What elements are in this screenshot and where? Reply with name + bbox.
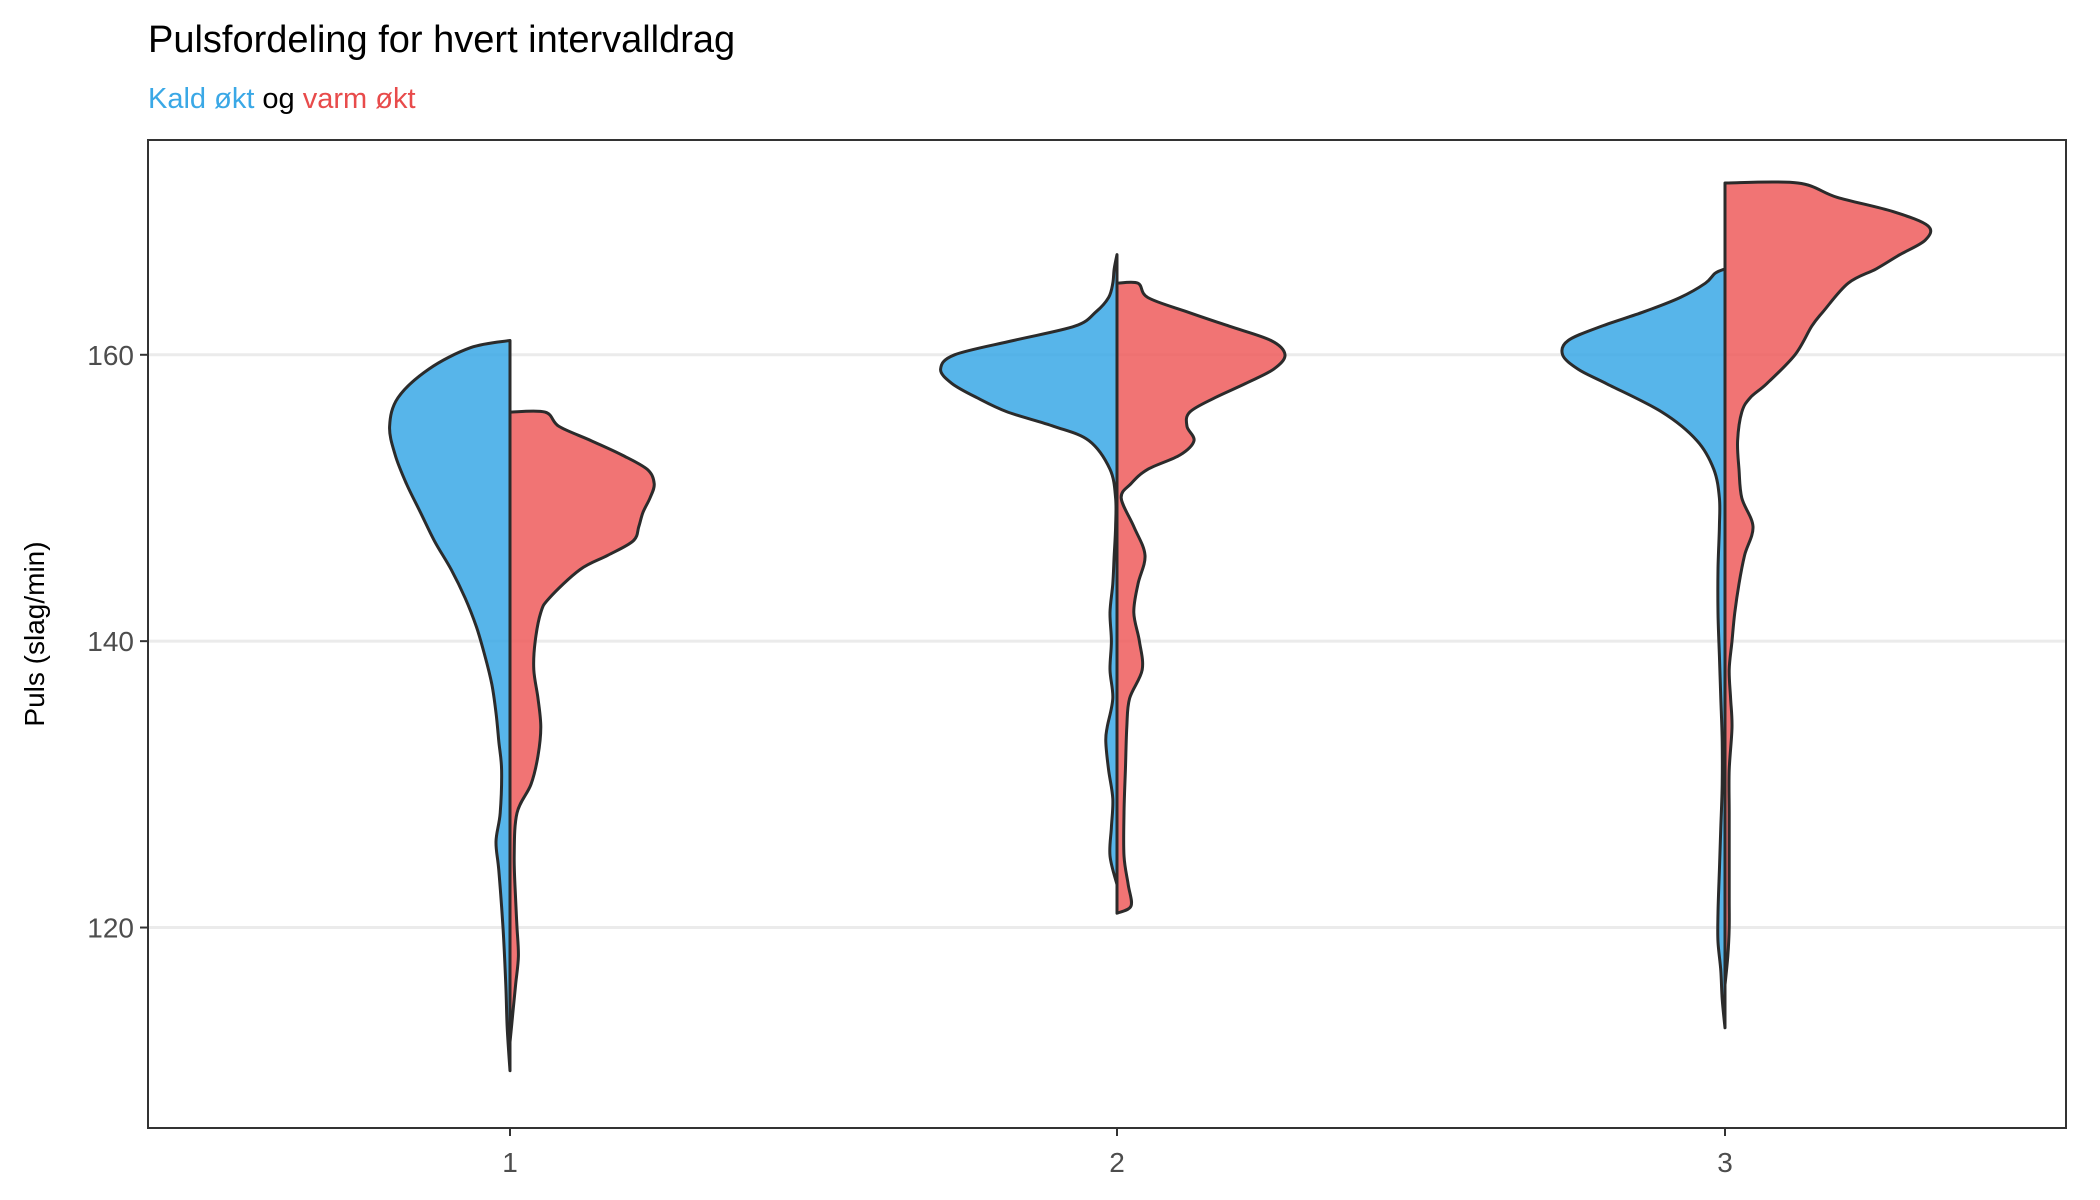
chart-title: Pulsfordeling for hvert intervalldrag <box>148 19 735 61</box>
chart-subtitle: Kald økt og varm økt <box>148 83 416 115</box>
y-tick-label: 160 <box>87 340 134 371</box>
violins <box>388 180 1933 1073</box>
subtitle-og: og <box>254 83 302 115</box>
violin-varm-1 <box>508 409 656 1044</box>
subtitle-varm: varm økt <box>303 83 416 115</box>
x-tick-label: 1 <box>502 1147 518 1178</box>
x-tick-label: 3 <box>1717 1147 1733 1178</box>
violin-kald-3 <box>1560 267 1727 1030</box>
x-tick-label: 2 <box>1109 1147 1125 1178</box>
y-tick-label: 140 <box>87 626 134 657</box>
subtitle-kald: Kald økt <box>148 83 254 115</box>
y-axis: 120 140 160 <box>87 340 148 944</box>
plot-frame <box>147 139 2067 1129</box>
y-axis-title: Puls (slag/min) <box>19 541 50 726</box>
violin-varm-3 <box>1723 180 1933 987</box>
y-tick-label: 120 <box>87 913 134 944</box>
violin-varm-2 <box>1115 280 1287 915</box>
violin-kald-2 <box>939 253 1119 887</box>
violin-kald-1 <box>388 339 512 1073</box>
x-axis: 1 2 3 <box>502 1128 1733 1178</box>
